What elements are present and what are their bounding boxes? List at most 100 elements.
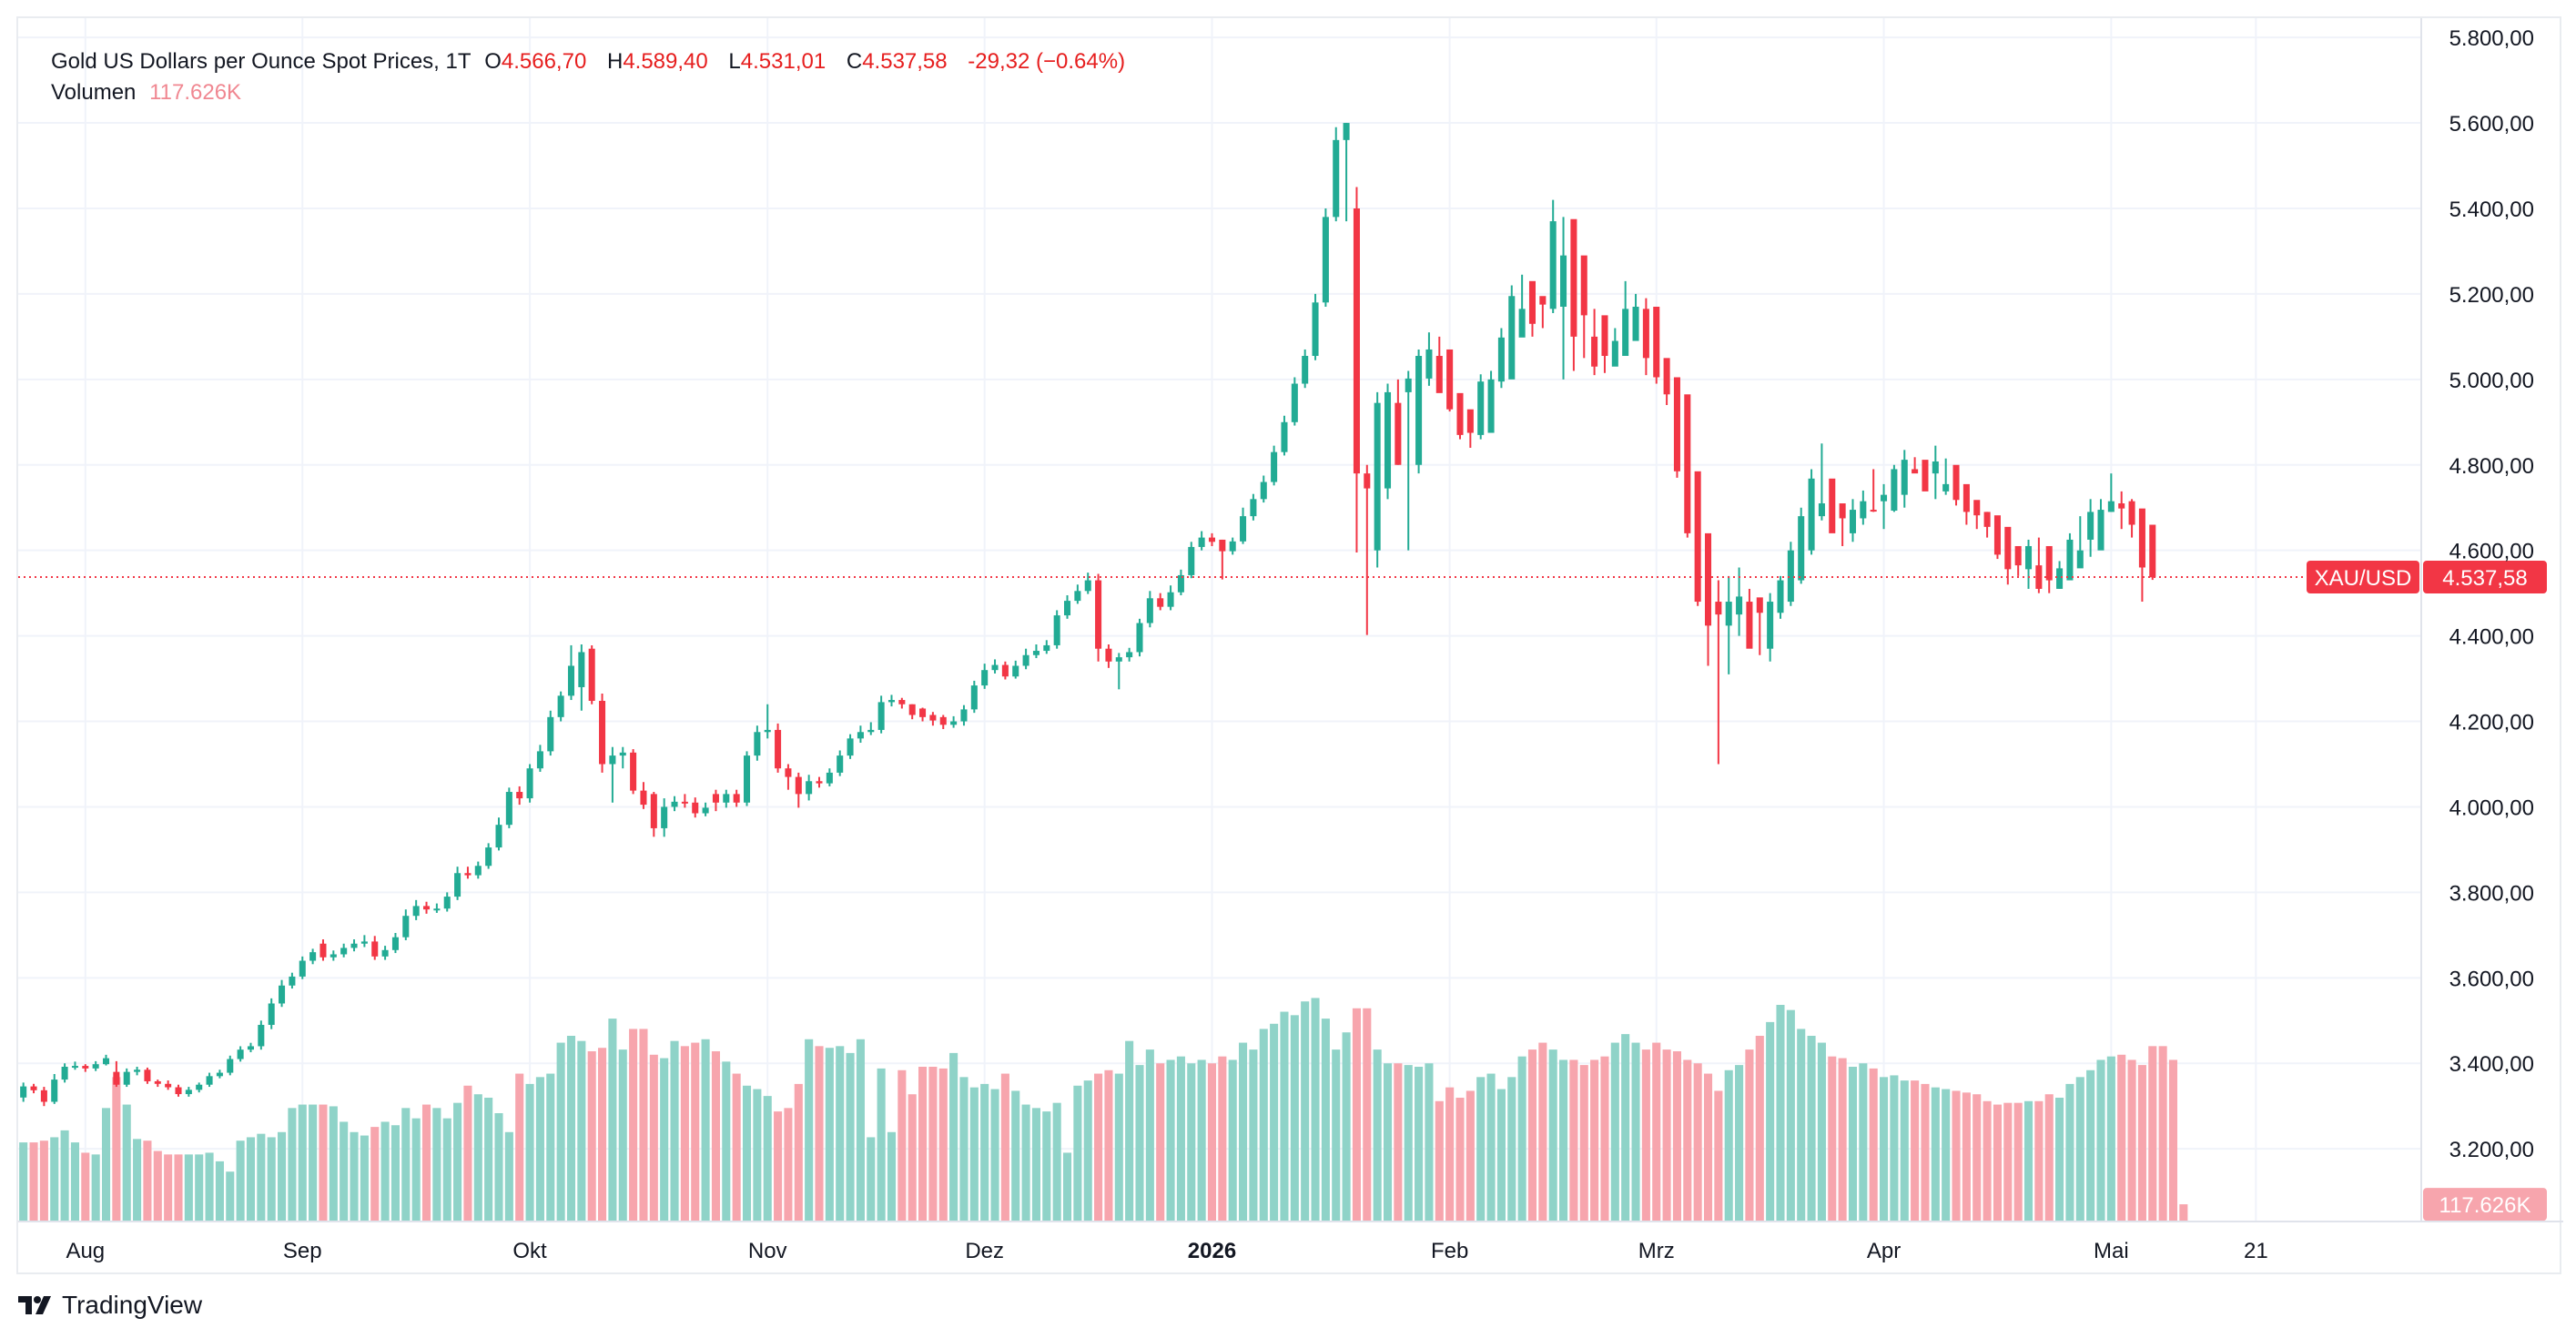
candle-body [1374, 402, 1381, 551]
volume-bar [846, 1052, 855, 1221]
volume-bar [319, 1104, 328, 1221]
volume-bar [1662, 1049, 1671, 1221]
y-tick-label: 5.000,00 [2449, 369, 2534, 393]
volume-bar [1869, 1068, 1878, 1221]
candle-body [692, 802, 699, 814]
volume-bar [959, 1077, 969, 1221]
volume-bar [515, 1073, 524, 1221]
candle-body [206, 1076, 213, 1085]
chart-container[interactable]: XAU/USD 4.537,58 117.626K 3.200,00 3.400,00… [16, 16, 2563, 1276]
y-tick-label: 5.200,00 [2449, 283, 2534, 308]
candle-body [764, 729, 771, 733]
x-tick-label: Okt [512, 1239, 547, 1263]
candle-body [485, 847, 492, 867]
brand[interactable]: TradingView [18, 1291, 202, 1320]
volume-bar [1011, 1090, 1020, 1221]
volume-bar [898, 1069, 907, 1221]
volume-bar [2148, 1046, 2157, 1221]
tradingview-logo-icon [18, 1296, 51, 1314]
open-label: O [484, 49, 502, 74]
volume-bar [1766, 1021, 1775, 1221]
candle-body [1260, 481, 1267, 500]
candle-body [1302, 356, 1309, 384]
volume-bar [1445, 1087, 1455, 1221]
candle-body [1271, 451, 1278, 482]
candle-body [196, 1084, 203, 1090]
candle-body [1001, 664, 1009, 677]
volume-bar [1942, 1089, 1951, 1221]
y-tick-label: 3.600,00 [2449, 967, 2534, 991]
candle-body [433, 908, 441, 911]
volume-bar [1579, 1065, 1588, 1221]
candle-body [588, 648, 595, 701]
volume-bar [587, 1051, 596, 1221]
x-tick-label: Aug [66, 1239, 105, 1263]
volume-bar [81, 1152, 90, 1221]
volume-bar [340, 1121, 349, 1221]
volume-bar [1486, 1073, 1496, 1221]
volume-bar [928, 1067, 938, 1221]
volume-bar [1911, 1080, 1920, 1221]
volume-bar [753, 1089, 762, 1221]
candle-body [1673, 377, 1680, 471]
y-tick-label: 5.800,00 [2449, 26, 2534, 51]
candle-body [371, 941, 379, 957]
volume-bar [60, 1130, 69, 1221]
candle-body [837, 755, 844, 773]
candle-body [1456, 392, 1464, 435]
candle-body [1642, 309, 1649, 359]
candle-body [422, 906, 431, 910]
symbol-title[interactable]: Gold US Dollars per Ounce Spot Prices, 1… [51, 49, 472, 74]
volume-bar [1652, 1042, 1661, 1221]
candle-body [2024, 545, 2033, 570]
volume-bar [618, 1049, 627, 1221]
volume-bar [473, 1094, 482, 1221]
volume-bar [691, 1042, 700, 1221]
x-tick-label: Sep [283, 1239, 322, 1263]
candle-body [702, 807, 709, 814]
candle-body [547, 716, 554, 752]
volume-bar [670, 1040, 679, 1221]
volume-bar [711, 1051, 720, 1221]
volume-bar [39, 1140, 48, 1221]
candle-body [640, 790, 647, 806]
candle-body [1250, 499, 1257, 517]
candle-body [1942, 483, 1950, 492]
volume-bar [1755, 1036, 1764, 1221]
volume-bar [1352, 1008, 1361, 1221]
volume-bar [442, 1118, 451, 1221]
candle-body [1322, 217, 1329, 303]
candle-body [40, 1090, 47, 1102]
volume-bar [1435, 1100, 1444, 1221]
volume-bar [1890, 1075, 1899, 1221]
candle-body [1497, 337, 1505, 382]
candle-body [536, 751, 543, 769]
candle-body [557, 695, 564, 717]
candle-body [609, 755, 616, 765]
candle-body [2087, 512, 2094, 540]
candle-body [1446, 349, 1454, 410]
candle-body [1912, 469, 1919, 474]
y-tick-label: 4.600,00 [2449, 540, 2534, 564]
candle-body [1415, 356, 1423, 465]
candle-body [505, 792, 512, 826]
candle-body [154, 1080, 161, 1084]
last-price-line: XAU/USD 4.537,58 117.626K [18, 560, 2547, 1221]
volume-bar [763, 1096, 772, 1221]
chart-canvas[interactable]: XAU/USD 4.537,58 117.626K 3.200,00 3.400,00… [18, 18, 2563, 1276]
candle-body [516, 792, 523, 799]
y-tick-label: 3.400,00 [2449, 1052, 2534, 1077]
candle-body [567, 665, 575, 696]
x-tick-label: Nov [748, 1239, 787, 1263]
volume-bar [91, 1154, 100, 1221]
volume-bar [1425, 1063, 1434, 1221]
candle-body [1932, 461, 1939, 474]
volume-bar [701, 1039, 710, 1221]
candle-body [754, 732, 761, 756]
volume-bar [246, 1137, 256, 1221]
volume-bar [174, 1154, 183, 1221]
candle-body [1435, 356, 1443, 393]
candle-body [474, 866, 482, 876]
volume-bar [1496, 1089, 1506, 1221]
volume-label[interactable]: Volumen [51, 80, 137, 105]
